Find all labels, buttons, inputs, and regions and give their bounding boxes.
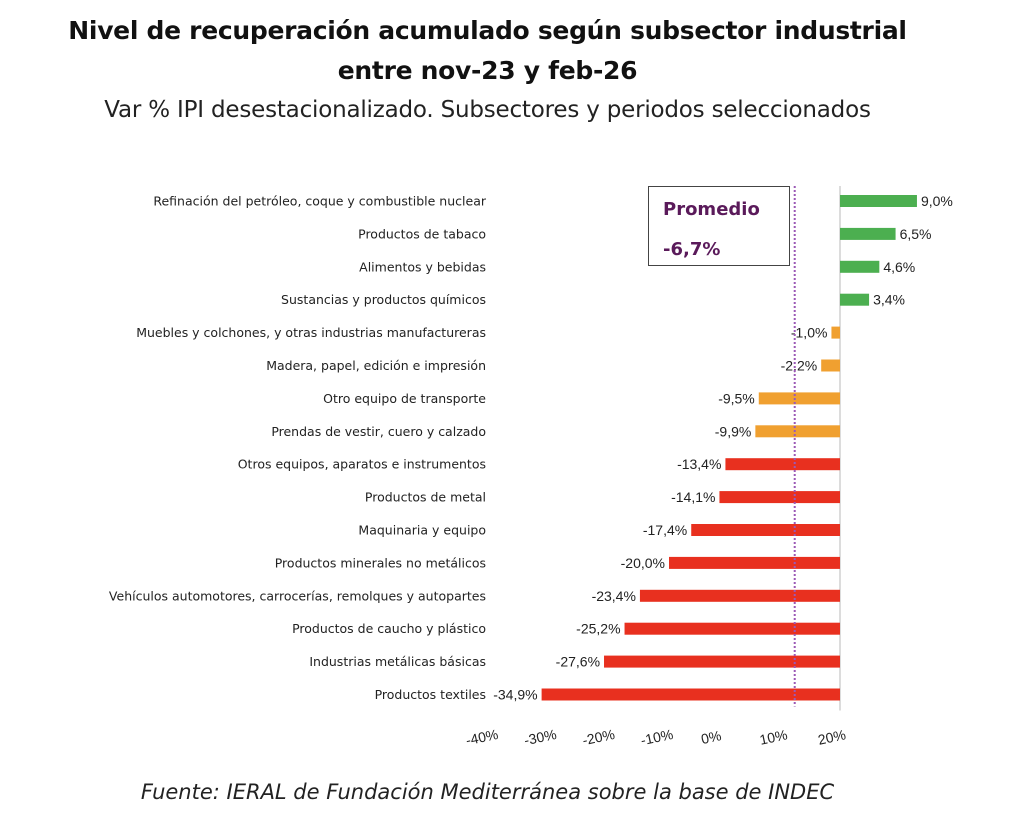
bar	[639, 589, 840, 602]
category-label: Prendas de vestir, cuero y calzado	[271, 424, 486, 439]
source-note: Fuente: IERAL de Fundación Mediterránea …	[140, 780, 835, 804]
x-axis-ticks: -40% -30% -20% -10% 0% 10% 20%	[464, 726, 847, 748]
category-label: Productos textiles	[375, 687, 486, 702]
bar	[840, 195, 917, 207]
category-label: Industrias metálicas básicas	[309, 654, 486, 669]
promedio-annotation: Promedio -6,7%	[648, 186, 790, 266]
value-label: -34,9%	[493, 687, 537, 703]
value-label: 6,5%	[900, 226, 932, 242]
x-tick-label: 20%	[816, 726, 847, 747]
bar	[725, 458, 840, 471]
bar	[541, 688, 840, 701]
value-label: -1,0%	[791, 325, 828, 341]
value-label: -9,9%	[715, 423, 752, 439]
x-tick-label: -20%	[581, 726, 616, 748]
bar	[604, 655, 840, 668]
category-label: Otros equipos, aparatos e instrumentos	[238, 457, 486, 472]
promedio-label: Promedio	[663, 199, 760, 220]
category-label: Productos minerales no metálicos	[275, 555, 486, 570]
value-label: -23,4%	[592, 588, 636, 604]
bar	[840, 293, 870, 306]
category-label: Vehículos automotores, carrocerías, remo…	[109, 588, 486, 603]
category-label: Otro equipo de transporte	[323, 391, 486, 406]
bars-layer	[541, 195, 917, 701]
chart-subtitle: Var % IPI desestacionalizado. Subsectore…	[104, 97, 871, 123]
chart-title-line2: entre nov-23 y feb-26	[337, 56, 638, 85]
x-tick-label: -10%	[639, 726, 674, 748]
category-label: Productos de metal	[365, 490, 486, 505]
promedio-value: -6,7%	[663, 239, 721, 260]
value-label: 9,0%	[921, 193, 953, 209]
bar	[755, 425, 840, 438]
bar	[624, 622, 840, 635]
x-tick-label: -30%	[523, 726, 558, 748]
bar	[669, 556, 840, 569]
x-tick-label: -40%	[464, 726, 499, 748]
category-label: Muebles y colchones, y otras industrias …	[136, 325, 486, 340]
bar	[691, 524, 840, 536]
value-label: 4,6%	[883, 259, 915, 275]
value-label: -14,1%	[671, 489, 715, 505]
value-label: 3,4%	[873, 292, 905, 308]
chart-title-line1: Nivel de recuperación acumulado según su…	[68, 16, 907, 45]
value-label: -25,2%	[576, 621, 620, 637]
category-label: Maquinaria y equipo	[358, 523, 486, 538]
category-label: Sustancias y productos químicos	[281, 292, 486, 307]
category-label: Alimentos y bebidas	[359, 259, 486, 274]
bar	[758, 392, 840, 405]
bar	[821, 359, 840, 372]
category-label: Productos de tabaco	[358, 226, 486, 241]
category-label: Refinación del petróleo, coque y combust…	[153, 194, 486, 209]
value-label: -13,4%	[677, 456, 721, 472]
bar	[840, 260, 880, 273]
value-label: -20,0%	[621, 555, 665, 571]
value-label: -2,2%	[781, 358, 818, 374]
labels-layer: Refinación del petróleo, coque y combust…	[109, 193, 953, 703]
x-tick-label: 10%	[758, 726, 789, 747]
value-label: -17,4%	[643, 522, 687, 538]
bar	[719, 491, 840, 504]
value-label: -9,5%	[718, 390, 755, 406]
x-tick-label: 0%	[700, 727, 723, 747]
bar	[831, 326, 840, 339]
bar	[840, 227, 896, 240]
category-label: Productos de caucho y plástico	[292, 621, 486, 636]
value-label: -27,6%	[556, 654, 600, 670]
category-label: Madera, papel, edición e impresión	[266, 358, 486, 373]
